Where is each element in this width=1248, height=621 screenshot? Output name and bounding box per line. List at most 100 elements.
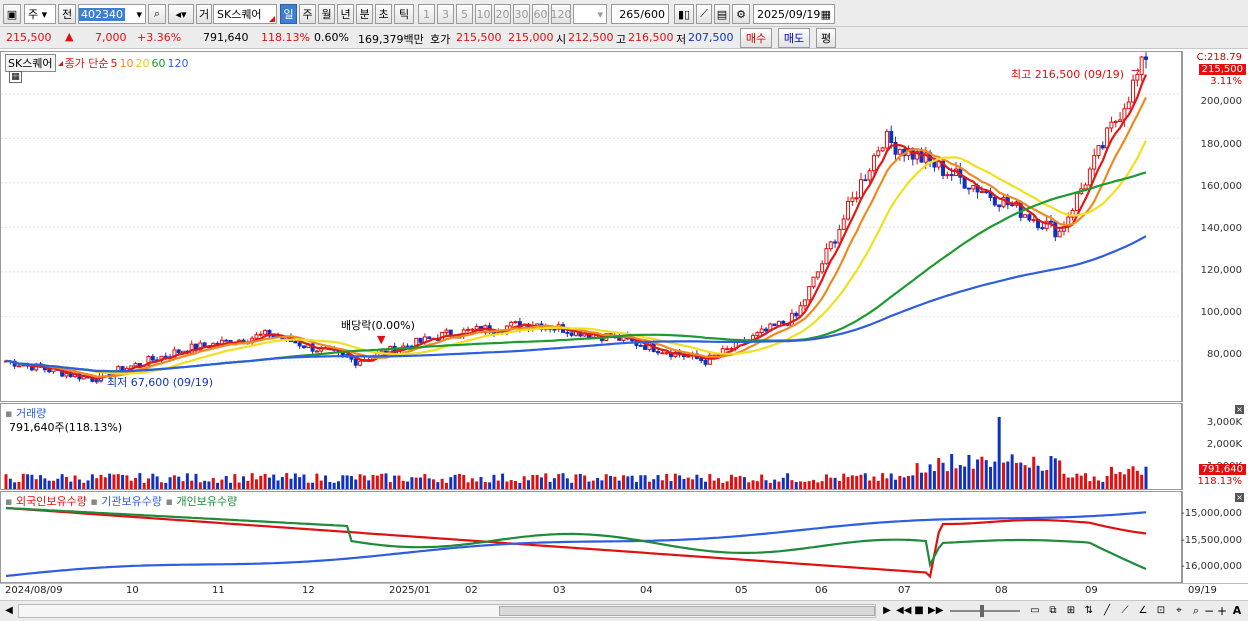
volume-bar — [380, 473, 384, 489]
zoom-out-icon[interactable]: − — [1203, 604, 1215, 618]
save-icon[interactable]: ▤ — [714, 4, 730, 24]
volume-bar — [1058, 460, 1062, 489]
window-icon[interactable]: ▣ — [3, 4, 21, 24]
volume-bar — [164, 482, 168, 489]
volume-bar — [263, 473, 267, 489]
interval-5[interactable]: 5 — [456, 4, 473, 24]
y-tick: 120,000 — [1200, 265, 1242, 276]
search-icon[interactable]: ⌕ — [1192, 604, 1200, 617]
scrollbar-thumb[interactable] — [499, 606, 875, 616]
volume-bar — [1097, 480, 1100, 489]
tab-week[interactable]: 주 — [299, 4, 316, 24]
auto-scale-icon[interactable]: A — [1232, 604, 1242, 617]
zoom-in-icon[interactable]: + — [1216, 604, 1228, 618]
tab-month[interactable]: 월 — [318, 4, 335, 24]
scrollbar-track[interactable] — [18, 604, 876, 618]
candle-body — [897, 148, 902, 155]
candle-body — [1100, 145, 1105, 149]
volume-bar — [699, 477, 703, 489]
volume-bar — [816, 482, 820, 489]
sell-button[interactable]: 매도 — [778, 28, 810, 48]
fast-forward-icon[interactable]: ▶▶ — [928, 605, 944, 616]
scroll-right-icon[interactable]: ▶ — [883, 605, 891, 616]
layout-icon[interactable]: ▭ — [1030, 605, 1040, 616]
price-chart-svg[interactable] — [1, 52, 1181, 401]
y-tick: 200,000 — [1200, 96, 1242, 107]
volume-bar — [488, 482, 492, 489]
volume-bar — [220, 479, 224, 489]
stop-icon[interactable]: ■ — [914, 605, 924, 616]
holding-chart-svg[interactable] — [1, 492, 1181, 582]
market-type-select[interactable]: 주 ▾ — [24, 4, 56, 24]
price-chart-panel[interactable]: SK스퀘어 종가 단순 5 10 20 60 120 ▦ 최고 216,500 … — [0, 51, 1182, 402]
volume-bar — [410, 477, 414, 489]
stock-name-field[interactable]: SK스퀘어 — [213, 4, 277, 24]
interval-60[interactable]: 60 — [532, 4, 549, 24]
volume-bar — [626, 476, 630, 489]
gear-icon[interactable]: ⚙ — [732, 4, 750, 24]
rewind-icon[interactable]: ◀◀ — [896, 605, 912, 616]
interval-20[interactable]: 20 — [494, 4, 511, 24]
layout-split-icon[interactable]: ⧉ — [1049, 605, 1057, 616]
close-icon[interactable]: × — [1235, 405, 1244, 414]
chevron-down-icon[interactable]: ▾ — [136, 7, 142, 21]
scale-icon[interactable]: ⇅ — [1084, 605, 1094, 616]
volume-bar — [535, 474, 539, 489]
price-stock-label[interactable]: SK스퀘어 — [5, 54, 56, 72]
draw-angle-icon[interactable]: ∠ — [1138, 605, 1148, 616]
tab-day[interactable]: 일 — [280, 4, 297, 24]
count-field[interactable]: 265/600 — [611, 4, 669, 24]
institution-holding-line — [5, 511, 1147, 578]
avg-button[interactable]: 평 — [816, 28, 836, 48]
interval-30[interactable]: 30 — [513, 4, 530, 24]
legend-individual: 개인보유수량 — [176, 495, 238, 508]
volume-panel[interactable]: ▪ 거래량 791,640주(118.13%) — [0, 403, 1182, 490]
prev-button[interactable]: 전 — [58, 4, 76, 24]
volume-bar — [850, 475, 854, 489]
buy-button[interactable]: 매수 — [740, 28, 772, 48]
quote-bar: 215,500 ▲ 7,000 +3.36% 791,640 118.13% 0… — [0, 27, 1248, 49]
interval-3[interactable]: 3 — [437, 4, 454, 24]
scroll-left-icon[interactable]: ◀ — [5, 605, 13, 616]
volume-bar — [932, 471, 936, 489]
calendar-icon[interactable]: ▦ — [820, 7, 831, 21]
volume-chart-svg[interactable] — [1, 404, 1181, 489]
candle-icon[interactable]: ▮▯ — [674, 4, 694, 24]
zoom-slider[interactable] — [950, 605, 1020, 617]
calculator-icon[interactable]: ▦ — [9, 71, 22, 83]
volume-bar — [596, 477, 600, 489]
zoom-slider-handle[interactable] — [980, 605, 984, 617]
tab-second[interactable]: 초 — [375, 4, 392, 24]
date-field[interactable]: 2025/09/19 ▦ — [753, 4, 835, 24]
code-input[interactable]: 402340 ▾ — [78, 4, 146, 24]
interval-custom-select[interactable]: ▾ — [573, 4, 607, 24]
axis-top-label: C:218.79 — [1196, 52, 1242, 63]
tab-minute[interactable]: 분 — [356, 4, 373, 24]
volume-title-text: 거래량 — [15, 407, 47, 420]
candle-body — [1031, 219, 1036, 222]
lock-icon[interactable]: ⊡ — [1156, 605, 1166, 616]
volume-bar — [604, 474, 608, 489]
line-chart-icon[interactable]: ⟋ — [696, 4, 712, 24]
bottom-nav-bar: ◀ ▶ ◀◀ ■ ▶▶ ▭ ⧉ ⊞ ⇅ ╱ ⟋ ∠ ⊡ ⌖ ⌕ − + A — [0, 600, 1248, 621]
interval-120[interactable]: 120 — [551, 4, 571, 24]
volume-bar — [1066, 477, 1070, 489]
interval-10[interactable]: 10 — [475, 4, 492, 24]
close-icon[interactable]: × — [1235, 493, 1244, 502]
volume-bar — [293, 473, 297, 489]
interval-1[interactable]: 1 — [418, 4, 435, 24]
x-tick: 10 — [126, 585, 139, 596]
tab-year[interactable]: 년 — [337, 4, 354, 24]
tab-tick[interactable]: 틱 — [394, 4, 414, 24]
layout-grid-icon[interactable]: ⊞ — [1066, 605, 1076, 616]
sound-icon[interactable]: ◂▾ — [168, 4, 194, 24]
exchange-button[interactable]: 거 — [196, 4, 212, 24]
candle-body — [176, 349, 181, 354]
volume-bar — [1071, 477, 1075, 489]
crosshair-icon[interactable]: ⌖ — [1176, 605, 1182, 616]
draw-trend-icon[interactable]: ⟋ — [1121, 605, 1129, 616]
draw-line-icon[interactable]: ╱ — [1103, 605, 1111, 616]
search-icon[interactable]: ⌕ — [148, 4, 166, 24]
holding-panel[interactable]: ▪ 외국인보유수량 ▪ 기관보유수량 ▪ 개인보유수량 — [0, 491, 1182, 583]
chevron-down-icon[interactable]: ▾ — [597, 7, 603, 21]
